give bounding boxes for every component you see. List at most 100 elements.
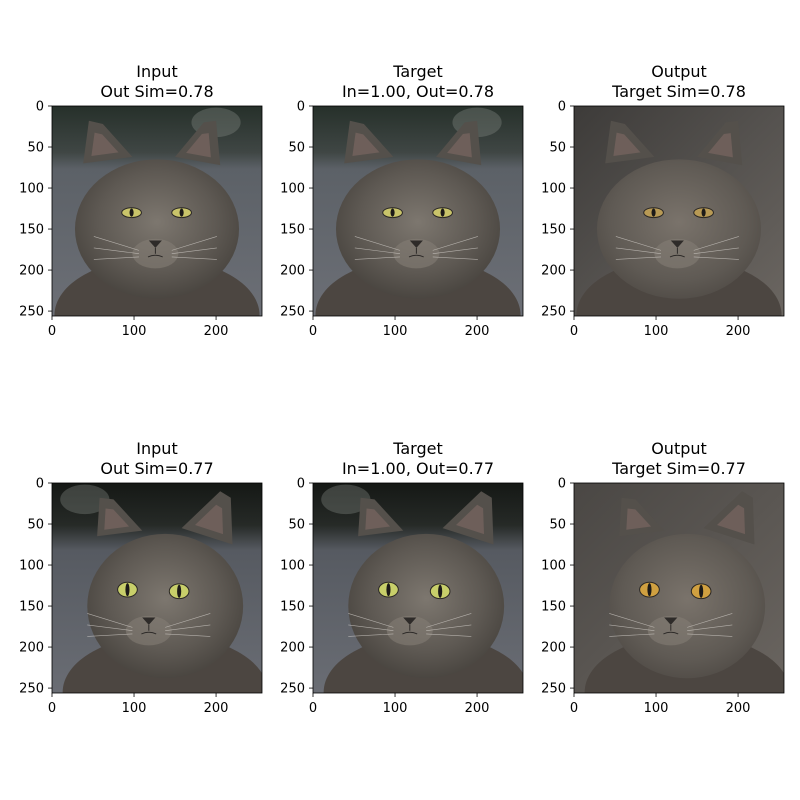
axes-frame — [312, 482, 524, 694]
y-tick-label: 150 — [541, 600, 566, 615]
y-tick-label: 150 — [541, 223, 566, 238]
y-tick-label: 250 — [19, 682, 44, 697]
x-tick-label: 0 — [570, 324, 578, 339]
image-content — [52, 106, 262, 316]
cat-whisker — [93, 256, 139, 260]
image-content — [52, 483, 262, 693]
y-tick-label: 50 — [288, 141, 305, 156]
cat-inner-ear — [626, 508, 652, 530]
cat-nose — [148, 240, 162, 248]
x-tick-label: 100 — [644, 324, 669, 339]
cat-whisker — [615, 236, 662, 251]
cat-nose — [664, 617, 678, 625]
y-tick-label: 250 — [541, 305, 566, 320]
y-tick-label: 250 — [280, 305, 305, 320]
cat-whisker — [171, 247, 217, 254]
cat-whisker — [354, 236, 401, 251]
x-tick-label: 200 — [204, 324, 229, 339]
image-content — [313, 106, 523, 316]
x-tick-label: 0 — [48, 701, 56, 716]
cat-pupil — [179, 208, 184, 217]
cat-whisker — [171, 256, 217, 260]
y-tick-label: 0 — [558, 100, 566, 115]
y-tick-label: 250 — [541, 682, 566, 697]
y-tick-label: 0 — [297, 477, 305, 492]
cat-mouth — [141, 624, 157, 635]
subplot-title: Input — [136, 62, 177, 81]
cat-whisker — [615, 247, 661, 254]
cat-head — [609, 533, 766, 679]
cat-pupil — [125, 583, 130, 597]
x-tick-label: 0 — [309, 701, 317, 716]
cat-whisker — [165, 624, 211, 631]
cat-whisker — [354, 247, 400, 254]
y-tick-label: 50 — [288, 518, 305, 533]
cat-whisker — [426, 633, 472, 637]
y-tick-label: 0 — [36, 477, 44, 492]
x-tick-label: 200 — [204, 701, 229, 716]
axes-frame — [573, 482, 785, 694]
cat-whisker — [432, 236, 478, 251]
cat-pupil — [386, 583, 391, 597]
cat-whisker — [609, 624, 655, 631]
cat-whisker — [348, 624, 394, 631]
y-tick-label: 200 — [19, 264, 44, 279]
x-tick-label: 0 — [570, 701, 578, 716]
subplot-title: In=1.00, Out=0.77 — [342, 459, 494, 478]
cat-mouth — [663, 624, 679, 635]
axes-frame — [51, 482, 263, 694]
cat-nose — [670, 240, 684, 248]
y-tick-label: 50 — [549, 141, 566, 156]
cat-mouth — [408, 247, 424, 258]
cat-whisker — [609, 613, 655, 628]
y-tick-label: 150 — [19, 223, 44, 238]
cat-nose — [403, 617, 417, 625]
x-tick-label: 100 — [122, 701, 147, 716]
cat-whisker — [426, 613, 472, 628]
cat-head — [596, 159, 762, 299]
subplot-title: Target Sim=0.78 — [611, 82, 746, 101]
x-tick-label: 100 — [122, 324, 147, 339]
cat-pupil — [440, 208, 445, 217]
y-tick-label: 200 — [280, 641, 305, 656]
subplot-title: Out Sim=0.77 — [100, 459, 213, 478]
x-tick-label: 200 — [465, 324, 490, 339]
cat-whisker — [171, 236, 217, 251]
cat-pupil — [129, 208, 134, 217]
subplot-title: Output — [651, 439, 707, 458]
y-tick-label: 0 — [558, 477, 566, 492]
cat-pupil — [647, 583, 652, 597]
cat-head — [87, 533, 244, 679]
cat-whisker — [615, 256, 661, 260]
x-tick-label: 0 — [48, 324, 56, 339]
y-tick-label: 150 — [280, 600, 305, 615]
cat-whisker — [693, 256, 739, 260]
image-content — [574, 483, 784, 693]
background-blur — [321, 484, 371, 515]
y-tick-label: 100 — [19, 559, 44, 574]
cat-inner-ear — [91, 132, 119, 156]
cat-whisker — [165, 633, 211, 637]
cat-whisker — [432, 247, 478, 254]
y-tick-label: 50 — [27, 518, 44, 533]
cat-whisker — [609, 633, 655, 637]
cat-inner-ear — [352, 132, 380, 156]
cat-inner-ear — [195, 504, 223, 535]
y-tick-label: 50 — [27, 141, 44, 156]
axes-frame — [312, 105, 524, 317]
image-content — [313, 483, 523, 693]
axes-frame — [51, 105, 263, 317]
y-tick-label: 150 — [280, 223, 305, 238]
x-tick-label: 0 — [309, 324, 317, 339]
y-tick-label: 100 — [280, 182, 305, 197]
x-tick-label: 100 — [644, 701, 669, 716]
cat-head — [74, 159, 240, 299]
cat-nose — [142, 617, 156, 625]
y-tick-label: 200 — [280, 264, 305, 279]
y-tick-label: 100 — [19, 182, 44, 197]
